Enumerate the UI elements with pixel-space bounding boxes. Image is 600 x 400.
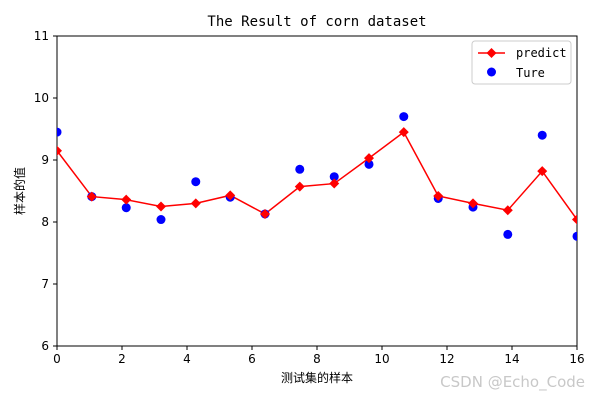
true-point (572, 231, 577, 241)
y-tick-label: 7 (41, 277, 49, 291)
legend-predict-label: predict (516, 46, 567, 60)
x-axis: 0 2 4 6 8 10 12 14 16 (53, 346, 585, 366)
y-tick-label: 6 (41, 339, 49, 353)
legend-true-label: Ture (516, 66, 545, 80)
x-tick-label: 14 (504, 352, 519, 366)
x-tick-label: 0 (53, 352, 61, 366)
x-tick-label: 4 (183, 352, 191, 366)
predict-point (433, 190, 444, 201)
predict-point (190, 198, 201, 209)
y-tick-label: 9 (41, 153, 49, 167)
x-tick-label: 12 (439, 352, 454, 366)
series-group (57, 112, 577, 241)
predict-point (329, 178, 340, 189)
x-tick-label: 6 (248, 352, 256, 366)
predict-point (502, 205, 513, 216)
predict-point (572, 214, 577, 225)
true-point (156, 215, 166, 225)
x-tick-label: 16 (569, 352, 584, 366)
y-axis: 6 7 8 9 10 11 (34, 29, 57, 353)
predict-point (86, 191, 97, 202)
true-point (364, 159, 374, 169)
true-point (121, 203, 131, 213)
true-point (57, 127, 62, 137)
chart-title: The Result of corn dataset (207, 14, 426, 30)
x-tick-label: 8 (313, 352, 321, 366)
y-tick-label: 8 (41, 215, 49, 229)
true-point (503, 229, 513, 239)
predict-point (121, 194, 132, 205)
true-point (295, 164, 305, 174)
predict-point (468, 198, 478, 209)
true-point (329, 172, 339, 182)
y-axis-label: 样本的值 (12, 167, 27, 215)
predict-point (294, 181, 305, 192)
x-axis-label: 测试集的样本 (281, 370, 353, 385)
predict-point (225, 190, 236, 201)
true-point (537, 130, 547, 140)
watermark: CSDN @Echo_Code (440, 373, 585, 392)
predict-point (364, 153, 374, 164)
legend: predict Ture (471, 40, 572, 85)
legend-predict-marker (486, 48, 497, 58)
y-tick-label: 11 (34, 29, 49, 43)
legend-true-marker (487, 67, 496, 77)
predict-point (156, 201, 166, 212)
x-tick-label: 10 (374, 352, 389, 366)
true-point (191, 177, 201, 187)
y-tick-label: 10 (34, 91, 49, 105)
predict-point (57, 145, 62, 156)
predict-point (260, 208, 270, 219)
x-tick-label: 2 (118, 352, 126, 366)
predict-point (398, 127, 409, 138)
series-layer (57, 112, 577, 241)
predict-point (537, 166, 548, 177)
predict-line (57, 130, 577, 220)
legend-box (471, 40, 572, 85)
true-point (399, 112, 409, 122)
